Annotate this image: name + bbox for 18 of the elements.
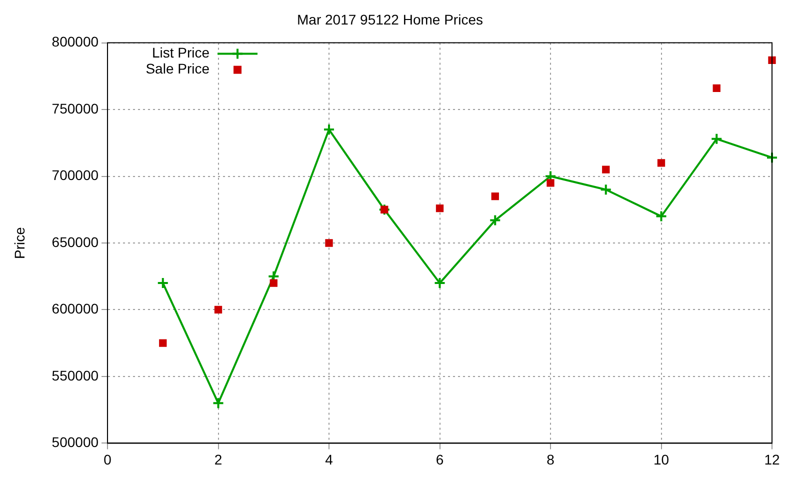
legend-label: Sale Price	[146, 60, 210, 77]
y-tick-label: 800000	[52, 34, 99, 50]
chart-title: Mar 2017 95122 Home Prices	[297, 11, 483, 28]
x-tick-label: 8	[546, 451, 555, 468]
x-tick-label: 6	[436, 451, 444, 468]
y-tick-label: 500000	[52, 434, 99, 450]
y-tick-label: 550000	[52, 367, 99, 384]
y-tick-label: 600000	[52, 300, 99, 317]
x-tick-label: 0	[104, 451, 112, 468]
x-tick-label: 4	[325, 451, 334, 468]
legend-label: List Price	[152, 44, 210, 61]
y-tick-label: 650000	[52, 234, 99, 250]
x-tick-label: 2	[214, 451, 222, 468]
y-tick-label: 700000	[52, 167, 99, 184]
x-tick-label: 12	[764, 451, 780, 468]
x-tick-label: 10	[653, 451, 670, 468]
y-tick-label: 750000	[52, 100, 99, 116]
y-axis-title: Price	[11, 226, 28, 259]
